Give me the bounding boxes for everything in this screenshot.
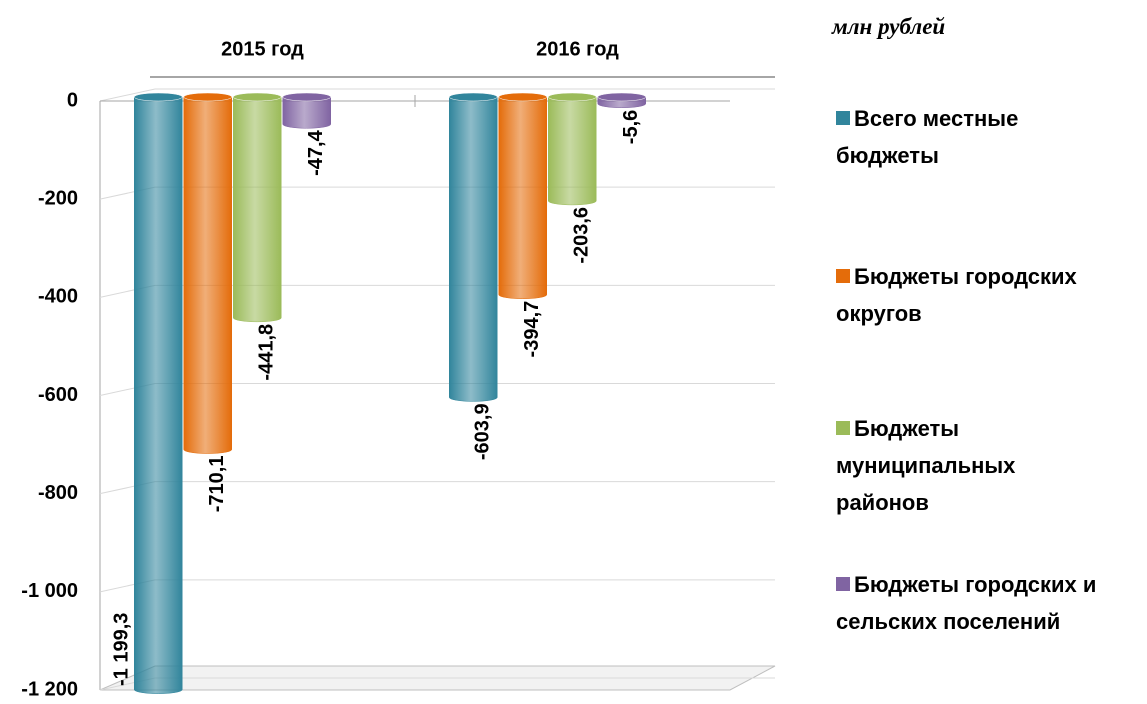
category-label: 2016 год — [536, 38, 619, 60]
value-label: -710,1 — [206, 456, 228, 513]
bar-top — [134, 92, 183, 102]
legend-entry: Бюджеты городских округов — [836, 258, 1126, 332]
category-label: 2015 год — [221, 38, 304, 60]
bar-top — [597, 92, 646, 102]
y-tick-label: -400 — [38, 286, 78, 308]
legend-swatch — [836, 421, 850, 435]
value-label: -203,6 — [571, 207, 593, 264]
bar-top — [449, 92, 498, 102]
legend-swatch — [836, 269, 850, 283]
bar — [498, 96, 547, 299]
y-tick-label: -600 — [38, 384, 78, 406]
bar-top — [282, 92, 331, 102]
legend-label: Бюджеты городских округов — [836, 264, 1077, 326]
legend-entry: Всего местные бюджеты — [836, 100, 1056, 174]
value-label: -441,8 — [256, 324, 278, 381]
y-tick-label: -800 — [38, 482, 78, 504]
legend-entry: Бюджеты городских и сельских поселений — [836, 566, 1136, 640]
bar — [449, 96, 498, 402]
y-tick-label: 0 — [67, 89, 78, 111]
bar — [548, 96, 597, 206]
legend-label: Всего местные бюджеты — [836, 106, 1019, 168]
value-label: -1 199,3 — [111, 613, 133, 686]
grid-line — [99, 88, 775, 102]
legend-label: Бюджеты городских и сельских поселений — [836, 572, 1097, 634]
y-tick-label: -200 — [38, 187, 78, 209]
grid-line — [99, 579, 775, 593]
legend-label: Бюджеты муниципальных районов — [836, 416, 1016, 515]
legend-swatch — [836, 111, 850, 125]
y-tick-label: -1 000 — [21, 580, 78, 602]
bar — [134, 96, 183, 694]
legend-entry: Бюджеты муниципальных районов — [836, 410, 1036, 521]
bar-top — [233, 92, 282, 102]
value-label: -603,9 — [472, 403, 494, 460]
value-label: -47,4 — [305, 129, 327, 175]
bar-top — [548, 92, 597, 102]
bar-top — [498, 92, 547, 102]
legend-swatch — [836, 577, 850, 591]
bar — [282, 96, 331, 129]
bar — [183, 96, 232, 454]
bar — [233, 96, 282, 323]
y-tick-label: -1 200 — [21, 678, 78, 700]
bar-top — [183, 92, 232, 102]
value-label: -5,6 — [620, 110, 642, 144]
grid-line — [99, 481, 775, 495]
value-label: -394,7 — [521, 301, 543, 358]
unit-label: млн рублей — [832, 14, 946, 39]
